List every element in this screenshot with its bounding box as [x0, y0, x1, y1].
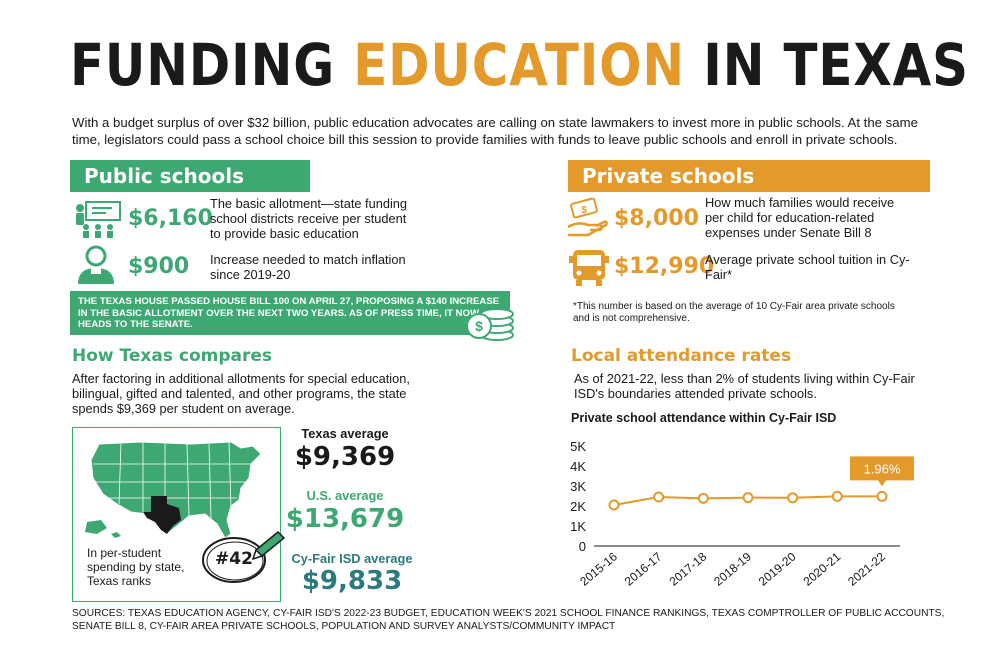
x-tick-label: 2017-18 [667, 549, 710, 588]
private-schools-banner: Private schools [568, 160, 930, 192]
map-caption: In per-student spending by state, Texas … [87, 546, 185, 588]
public-desc-2: Increase needed to match inflation since… [210, 252, 406, 282]
y-tick-label: 5K [570, 439, 586, 454]
sources-text: Sources: Texas Education Agency, Cy-Fair… [72, 608, 945, 632]
pencil-icon [251, 530, 286, 561]
page-title: FUNDING EDUCATION IN TEXAS [70, 30, 968, 100]
rank-value: #42 [215, 549, 253, 569]
x-tick-label: 2018-19 [711, 549, 754, 588]
x-tick-label: 2021-22 [845, 549, 888, 588]
x-tick-label: 2016-17 [622, 549, 665, 588]
x-tick-label: 2020-21 [801, 549, 844, 588]
us-map-icon [85, 441, 262, 539]
annotation-label: 1.96% [864, 461, 901, 476]
student-icon [74, 244, 118, 284]
y-tick-label: 1K [570, 519, 586, 534]
money-hand-icon: $ [566, 197, 610, 239]
us-map-panel: In per-student spending by state, Texas … [72, 427, 281, 602]
data-point [608, 499, 620, 511]
x-tick-label: 2019-20 [756, 549, 799, 588]
attendance-heading: Local attendance rates [571, 346, 792, 366]
cyfair-average-value: $9,833 [301, 566, 403, 596]
x-tick-label: 2015-16 [577, 549, 620, 588]
private-amount-1: $8,000 [614, 206, 699, 231]
data-point [876, 490, 888, 502]
y-tick-label: 3K [570, 479, 586, 494]
texas-average-value: $9,369 [294, 442, 396, 472]
public-schools-banner: Public schools [70, 160, 310, 192]
data-point [697, 492, 709, 504]
y-tick-label: 0 [579, 539, 586, 554]
svg-text:$: $ [475, 318, 483, 334]
annotation-callout [850, 456, 914, 487]
cyfair-average-label: Cy-Fair ISD average [291, 551, 413, 566]
private-amount-2: $12,990 [614, 254, 715, 279]
texas-average-label: Texas average [301, 426, 389, 441]
y-tick-label: 2K [570, 499, 586, 514]
us-average-value: $13,679 [285, 504, 405, 534]
data-point [787, 492, 799, 504]
title-part-1: FUNDING [70, 31, 336, 99]
compare-text: After factoring in additional allotments… [72, 371, 410, 416]
private-desc-1: How much families would receive per chil… [705, 195, 895, 240]
svg-text:$: $ [581, 205, 587, 216]
school-bus-icon [568, 246, 610, 288]
us-average-label: U.S. average [306, 488, 384, 503]
y-tick-label: 4K [570, 459, 586, 474]
public-amount-2: $900 [128, 254, 190, 279]
chart-title: Private school attendance within Cy-Fair… [571, 411, 837, 425]
title-part-2: EDUCATION [353, 31, 686, 99]
intro-text: With a budget surplus of over $32 billio… [72, 115, 918, 147]
classroom-icon [72, 200, 122, 240]
rank-badge: #42 [198, 528, 288, 588]
public-desc-1: The basic allotment—state funding school… [210, 196, 408, 241]
data-point [742, 492, 754, 504]
attendance-text: As of 2021-22, less than 2% of students … [574, 371, 915, 401]
house-bill-note: The Texas House passed House Bill 100 on… [70, 291, 510, 335]
tuition-footnote: *This number is based on the average of … [573, 301, 895, 324]
coins-icon: $ [465, 298, 515, 342]
private-desc-2: Average private school tuition in Cy-Fai… [705, 252, 910, 282]
public-amount-1: $6,160 [128, 206, 213, 231]
data-point [653, 491, 665, 503]
data-point [831, 490, 843, 502]
how-texas-compares-heading: How Texas compares [72, 346, 273, 366]
title-part-3: IN TEXAS [703, 31, 969, 99]
